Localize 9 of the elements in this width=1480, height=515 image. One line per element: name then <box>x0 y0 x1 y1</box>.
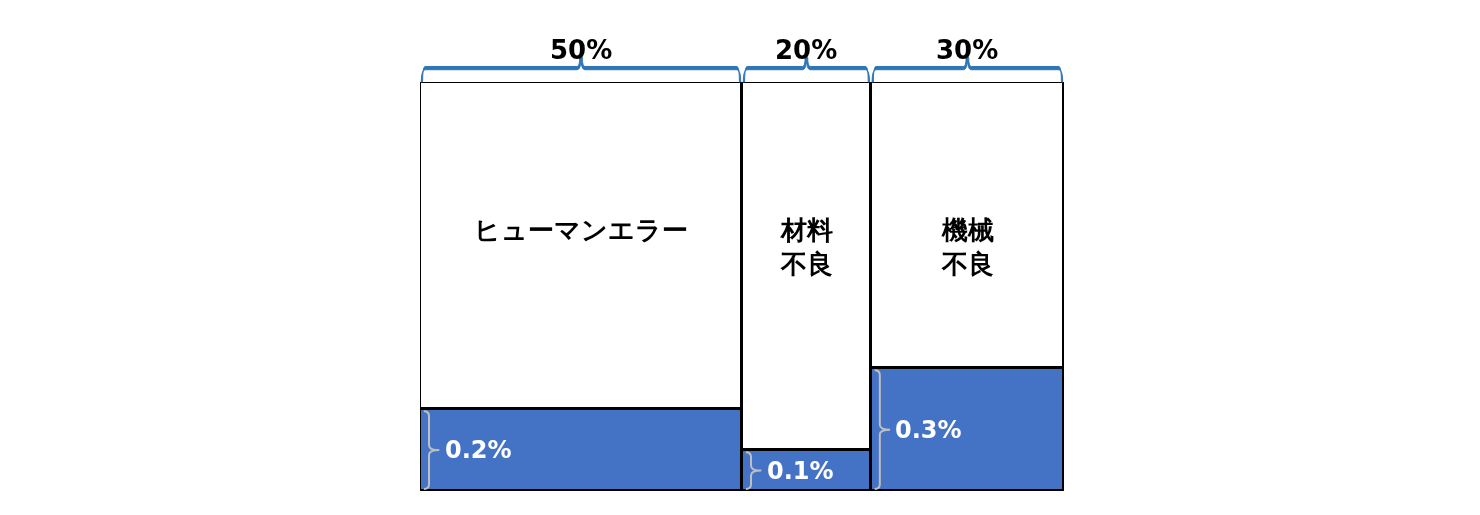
data-label: 30% <box>936 35 999 65</box>
data-label: 0.1% <box>767 457 834 485</box>
category-label: 機械不良 <box>941 215 994 279</box>
data-label: 0.2% <box>445 436 512 464</box>
category-label: ヒューマンエラー <box>474 215 688 245</box>
data-label: 20% <box>775 35 838 65</box>
data-label: 50% <box>550 35 613 65</box>
data-label: 0.3% <box>895 416 962 444</box>
category-label: 材料不良 <box>780 215 833 279</box>
